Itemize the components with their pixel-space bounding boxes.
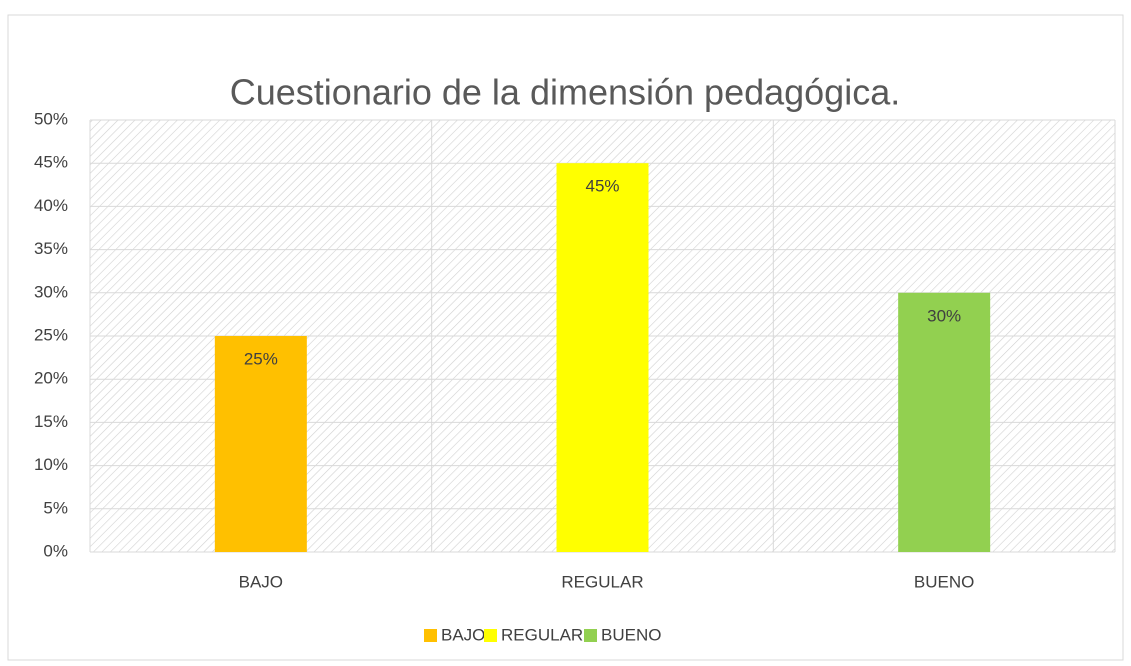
y-tick-label: 35% bbox=[34, 239, 68, 258]
y-tick-label: 0% bbox=[43, 541, 68, 560]
value-label: 25% bbox=[244, 349, 278, 368]
legend-label: BUENO bbox=[601, 625, 661, 644]
y-tick-label: 15% bbox=[34, 412, 68, 431]
y-tick-label: 10% bbox=[34, 455, 68, 474]
x-tick-label: BAJO bbox=[239, 572, 283, 591]
bar bbox=[214, 336, 307, 552]
y-tick-label: 50% bbox=[34, 109, 68, 128]
y-tick-label: 25% bbox=[34, 325, 68, 344]
legend-label: BAJO bbox=[441, 625, 485, 644]
value-label: 30% bbox=[927, 306, 961, 325]
y-tick-label: 30% bbox=[34, 282, 68, 301]
legend-swatch bbox=[584, 629, 597, 642]
x-tick-label: REGULAR bbox=[561, 572, 643, 591]
bar bbox=[898, 292, 991, 552]
x-tick-label: BUENO bbox=[914, 572, 974, 591]
y-tick-label: 40% bbox=[34, 196, 68, 215]
chart-title: Cuestionario de la dimensión pedagógica. bbox=[230, 72, 900, 113]
y-tick-label: 20% bbox=[34, 369, 68, 388]
y-tick-label: 5% bbox=[43, 498, 68, 517]
value-label: 45% bbox=[585, 177, 619, 196]
legend-swatch bbox=[484, 629, 497, 642]
legend-swatch bbox=[424, 629, 437, 642]
bar bbox=[556, 163, 649, 552]
y-tick-label: 45% bbox=[34, 153, 68, 172]
legend-label: REGULAR bbox=[501, 625, 583, 644]
